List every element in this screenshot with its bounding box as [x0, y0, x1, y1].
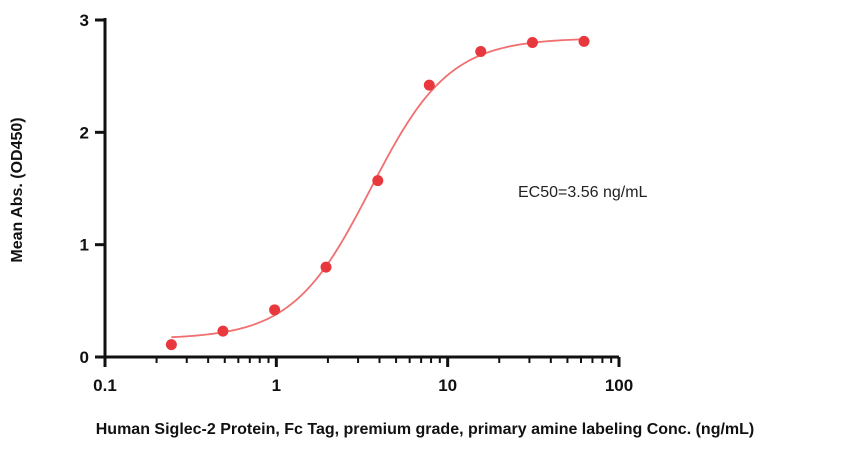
- y-tick-label: 0: [80, 348, 89, 367]
- ec50-annotation: EC50=3.56 ng/mL: [518, 184, 648, 201]
- data-points-layer: [165, 35, 590, 351]
- data-point: [475, 45, 487, 57]
- y-tick-label: 3: [80, 11, 89, 30]
- y-tick-label: 1: [80, 236, 89, 255]
- data-point: [372, 175, 384, 187]
- data-point: [423, 79, 435, 91]
- x-axis-title: Human Siglec-2 Protein, Fc Tag, premium …: [96, 421, 755, 438]
- y-axis-title: Mean Abs. (OD450): [9, 117, 26, 262]
- axes: 0 1 2 3 0.1 1 10 100: [80, 11, 634, 395]
- data-point: [165, 339, 177, 351]
- data-point: [269, 304, 281, 316]
- x-tick-label: 1: [272, 376, 281, 395]
- data-point: [217, 325, 229, 337]
- y-tick-label: 2: [80, 123, 89, 142]
- x-tick-label: 0.1: [93, 376, 117, 395]
- data-point: [320, 261, 332, 273]
- x-tick-label: 10: [438, 376, 457, 395]
- x-tick-label: 100: [605, 376, 633, 395]
- data-point: [526, 36, 538, 48]
- data-point: [578, 35, 590, 47]
